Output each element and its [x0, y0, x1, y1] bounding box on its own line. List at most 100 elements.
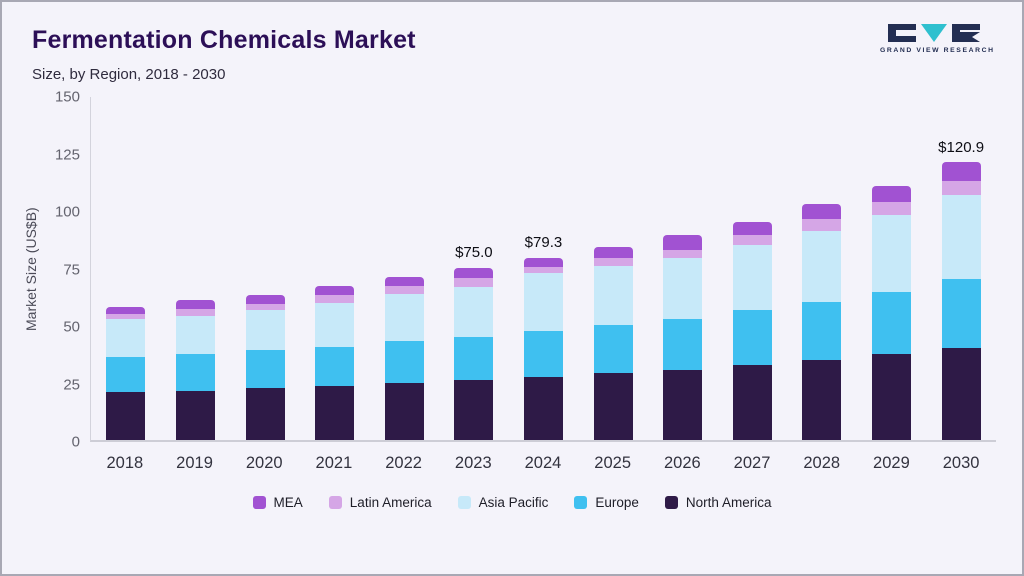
bar-segment-europe: [941, 279, 981, 348]
stacked-bar-2019: [175, 299, 215, 440]
bar-segment-latin-america: [454, 277, 494, 288]
bar-segment-asia-pacific: [593, 266, 633, 326]
y-tick-label: 0: [71, 433, 80, 451]
legend-label: MEA: [273, 495, 303, 510]
bar-segment-mea: [523, 257, 563, 267]
bar-segment-europe: [732, 310, 772, 366]
bar-segment-mea: [384, 276, 424, 286]
x-axis-label-2029: 2029: [873, 454, 910, 472]
bar-segment-europe: [245, 350, 285, 389]
bar-segment-europe: [872, 291, 911, 354]
bar-segment-latin-america: [175, 308, 215, 316]
legend-item-north-america: North America: [664, 495, 771, 510]
stacked-bar-chart: Market Size (US$B) 0 25 50 75 100 125 150 $75.…: [20, 89, 996, 473]
chart-title: Fermentation Chemicals Market: [32, 26, 416, 54]
bar-segment-latin-america: [872, 201, 911, 215]
y-tick-label: 50: [63, 318, 80, 336]
bar-segment-north-america: [175, 390, 215, 440]
logo-wordmark: GRAND VIEW RESEARCH: [880, 47, 995, 54]
grand-view-research-logo: GRAND VIEW RESEARCH: [880, 22, 995, 54]
bar-segment-europe: [663, 319, 703, 370]
bar-segment-latin-america: [315, 295, 355, 304]
bar-column-2019: [161, 97, 231, 440]
stacked-bar-2024: [523, 257, 563, 440]
stacked-bar-2027: [732, 221, 772, 440]
bar-segment-mea: [732, 221, 772, 236]
bar-segment-north-america: [106, 391, 146, 440]
chart-subtitle: Size, by Region, 2018 - 2030: [32, 66, 226, 83]
bar-segment-asia-pacific: [175, 315, 215, 354]
x-axis-label-2024: 2024: [524, 454, 562, 472]
bar-segment-europe: [384, 341, 424, 383]
stacked-bar-2020: [245, 295, 285, 440]
bar-segment-asia-pacific: [663, 258, 703, 320]
legend-label: Asia Pacific: [478, 495, 549, 510]
bar-column-2030: $120.9: [926, 97, 996, 440]
bar-segment-europe: [454, 336, 494, 381]
bar-segment-north-america: [315, 385, 355, 440]
legend-item-latin-america: Latin America: [328, 495, 432, 510]
legend-swatch: [574, 496, 588, 509]
y-tick-label: 25: [63, 376, 80, 393]
stacked-bar-2029: [872, 185, 911, 440]
bar-column-2025: [578, 97, 648, 440]
bar-segment-asia-pacific: [106, 319, 146, 358]
x-axis-label-2025: 2025: [594, 454, 632, 472]
bar-segment-mea: [315, 285, 355, 296]
stacked-bar-2022: [384, 276, 424, 440]
bar-column-2028: [787, 97, 857, 440]
bar-segment-europe: [106, 357, 146, 392]
bar-segment-latin-america: [593, 258, 633, 267]
bar-segment-north-america: [802, 359, 842, 440]
bar-segment-asia-pacific: [384, 293, 424, 342]
bar-segment-latin-america: [663, 250, 703, 259]
legend-swatch: [664, 496, 678, 509]
y-axis-title: Market Size (US$B): [23, 207, 39, 332]
bar-segment-asia-pacific: [454, 287, 494, 337]
y-axis-ticks: 0 25 50 75 100 125 150: [42, 89, 90, 451]
bar-segment-mea: [872, 185, 911, 202]
bar-segment-north-america: [663, 369, 703, 440]
x-axis-label-2023: 2023: [454, 454, 492, 472]
bar-column-2022: [369, 97, 439, 440]
x-axis-label-2021: 2021: [315, 454, 353, 472]
bar-total-label: $120.9: [938, 138, 985, 156]
bar-column-2024: $79.3: [509, 97, 579, 440]
y-tick-label: 150: [54, 88, 80, 106]
bar-segment-asia-pacific: [732, 244, 772, 311]
stacked-bar-2018: [106, 306, 146, 440]
bar-segment-north-america: [872, 353, 911, 440]
x-axis-labels: 2018 2019 2020 2021 2022 2023 2024 2025 2026 2027…: [90, 442, 996, 473]
bar-segment-mea: [106, 306, 146, 314]
legend-item-europe: Europe: [574, 495, 639, 510]
x-axis-label-2020: 2020: [245, 454, 283, 472]
bar-segment-europe: [593, 325, 633, 374]
bar-segment-latin-america: [245, 304, 285, 311]
bar-column-2023: $75.0: [439, 97, 509, 440]
bar-segment-asia-pacific: [941, 195, 981, 279]
bar-segment-asia-pacific: [315, 303, 355, 347]
bar-column-2020: [230, 97, 300, 440]
legend-label: Europe: [595, 495, 639, 510]
bar-column-2018: [91, 97, 161, 440]
legend-item-asia-pacific: Asia Pacific: [457, 495, 549, 510]
bar-segment-asia-pacific: [872, 214, 911, 292]
legend-swatch: [252, 496, 266, 509]
x-axis-label-2018: 2018: [106, 454, 144, 472]
y-tick-label: 75: [63, 261, 80, 278]
bar-segment-asia-pacific: [523, 272, 563, 331]
x-axis-label-2019: 2019: [176, 454, 213, 472]
bar-segment-mea: [941, 161, 981, 182]
bar-segment-mea: [663, 235, 703, 251]
x-axis-label-2027: 2027: [733, 454, 771, 472]
bar-segment-north-america: [523, 376, 563, 440]
plot-area: $75.0 $79.3 $120.9: [90, 97, 996, 442]
bar-segment-europe: [802, 302, 842, 360]
bar-segment-north-america: [384, 382, 424, 440]
bar-segment-latin-america: [384, 285, 424, 294]
bar-segment-north-america: [593, 373, 633, 440]
stacked-bar-2021: [315, 285, 355, 440]
bar-segment-north-america: [454, 380, 494, 440]
bar-segment-mea: [245, 295, 285, 305]
